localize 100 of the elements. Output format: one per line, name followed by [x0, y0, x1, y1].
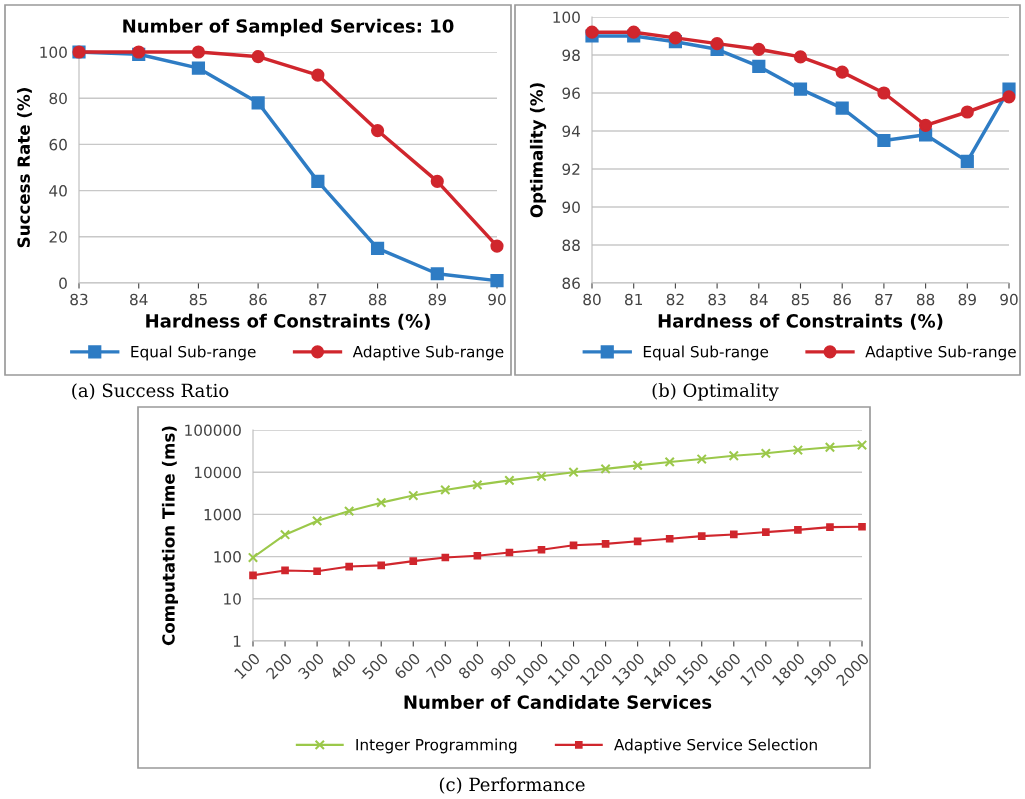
x-tick-label: 88 — [368, 293, 387, 306]
x-tick-label: 85 — [791, 293, 809, 306]
y-tick-label: 100 — [553, 11, 580, 24]
point — [601, 540, 610, 548]
x-axis-title: Hardness of Constraints (%) — [658, 313, 943, 330]
point — [490, 274, 504, 288]
point — [960, 154, 974, 168]
x-tick-label: 84 — [130, 293, 148, 306]
point — [792, 444, 804, 456]
text: (a) Success Ratio — [72, 383, 229, 400]
point — [600, 463, 611, 475]
point — [697, 532, 706, 540]
point — [409, 557, 418, 565]
y-tick-label: 10000 — [194, 466, 241, 479]
y-tick-label: 94 — [562, 125, 581, 138]
x-tick-label: 400 — [329, 652, 357, 680]
legend-label: Integer Programming — [356, 738, 517, 754]
legend-label: Equal Sub-range — [131, 345, 256, 361]
x-tick-label: 89 — [428, 293, 446, 306]
point — [370, 123, 385, 138]
point — [251, 96, 265, 110]
point — [505, 548, 514, 557]
x-tick-label: 82 — [666, 293, 684, 306]
point — [919, 118, 933, 132]
legend-label: Adaptive Service Selection — [614, 738, 817, 754]
point — [877, 133, 891, 148]
x-tick-label: 600 — [393, 652, 421, 680]
point — [377, 561, 386, 570]
y-axis-title: Optimality (%) — [529, 83, 547, 218]
x-tick-label: 86 — [249, 293, 267, 306]
x-tick-label: 89 — [958, 293, 976, 306]
point — [793, 82, 808, 96]
point — [760, 448, 772, 459]
point — [441, 553, 450, 562]
point — [960, 105, 974, 119]
point — [311, 515, 323, 527]
x-tick-label: 83 — [70, 293, 88, 306]
x-tick-label: 83 — [708, 293, 726, 306]
point — [345, 562, 353, 571]
x-tick-label: 86 — [833, 293, 851, 306]
point — [858, 522, 866, 531]
point — [370, 241, 385, 255]
point — [490, 239, 504, 253]
point — [627, 25, 641, 39]
y-tick-label: 96 — [562, 87, 580, 100]
point — [877, 86, 891, 100]
point — [473, 551, 482, 560]
point — [313, 567, 321, 576]
y-tick-label: 92 — [562, 163, 580, 176]
point — [430, 174, 444, 188]
point — [191, 61, 206, 75]
point — [537, 545, 546, 554]
y-tick-label: 88 — [562, 239, 580, 252]
point — [632, 460, 643, 471]
point — [794, 526, 802, 534]
y-tick-label: 80 — [49, 92, 67, 105]
text: (b) Optimality — [652, 383, 779, 401]
point — [856, 439, 868, 451]
point — [824, 442, 836, 453]
x-tick-label: 80 — [583, 293, 601, 306]
legend-label: Adaptive Sub-range — [865, 345, 1016, 361]
x-tick-label: 84 — [750, 293, 768, 306]
y-axis-title: Success Rate (%) — [17, 88, 32, 248]
point — [835, 65, 849, 79]
point — [585, 25, 599, 39]
y-tick-label: 60 — [49, 138, 67, 151]
x-tick-label: 81 — [625, 293, 643, 306]
y-tick-label: 100000 — [185, 424, 241, 437]
y-tick-label: 1000 — [204, 508, 241, 521]
x-tick-label: 800 — [457, 652, 486, 680]
point — [793, 50, 808, 64]
point — [752, 42, 766, 56]
point — [440, 484, 451, 496]
y-axis-title: Computation Time (ms) — [161, 426, 179, 646]
point — [569, 541, 578, 550]
x-tick-label: 87 — [875, 293, 893, 306]
point — [343, 505, 355, 517]
y-tick-label: 1 — [233, 635, 241, 647]
point — [668, 31, 682, 45]
point — [665, 534, 674, 543]
x-tick-label: 87 — [309, 293, 327, 306]
x-tick-label: 300 — [297, 652, 325, 680]
x-tick-label: 88 — [916, 293, 935, 306]
y-tick-label: 86 — [562, 277, 580, 290]
y-tick-label: 100 — [40, 46, 67, 59]
point — [281, 566, 289, 575]
x-tick-label: 90 — [488, 293, 506, 306]
y-tick-label: 90 — [562, 201, 580, 214]
point — [728, 450, 739, 461]
text: (c) Performance — [439, 777, 585, 794]
x-axis-title: Hardness of Constraints (%) — [146, 313, 430, 330]
y-tick-label: 0 — [59, 277, 67, 290]
y-tick-label: 100 — [214, 551, 241, 563]
point — [311, 174, 325, 188]
point — [664, 456, 675, 468]
point — [247, 552, 259, 563]
legend-label: Adaptive Sub-range — [352, 345, 504, 361]
point — [279, 529, 291, 540]
point — [249, 571, 257, 580]
point — [835, 101, 849, 115]
